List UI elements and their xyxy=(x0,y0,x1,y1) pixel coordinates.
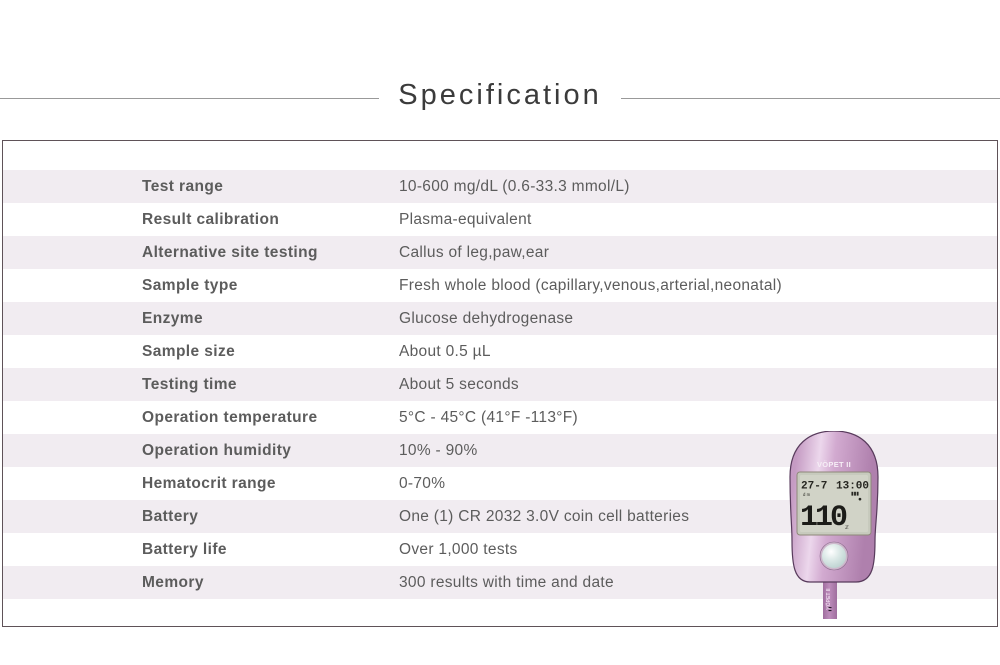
svg-text:13:00: 13:00 xyxy=(836,481,869,493)
svg-text:110: 110 xyxy=(800,501,847,535)
svg-text:d m: d m xyxy=(803,492,811,497)
svg-text:●: ● xyxy=(858,496,862,503)
svg-text:27-7: 27-7 xyxy=(801,481,827,493)
svg-text:ℤ: ℤ xyxy=(845,525,849,531)
svg-text:VÖPET II: VÖPET II xyxy=(825,588,832,610)
svg-text:VÖPET II: VÖPET II xyxy=(817,460,851,469)
